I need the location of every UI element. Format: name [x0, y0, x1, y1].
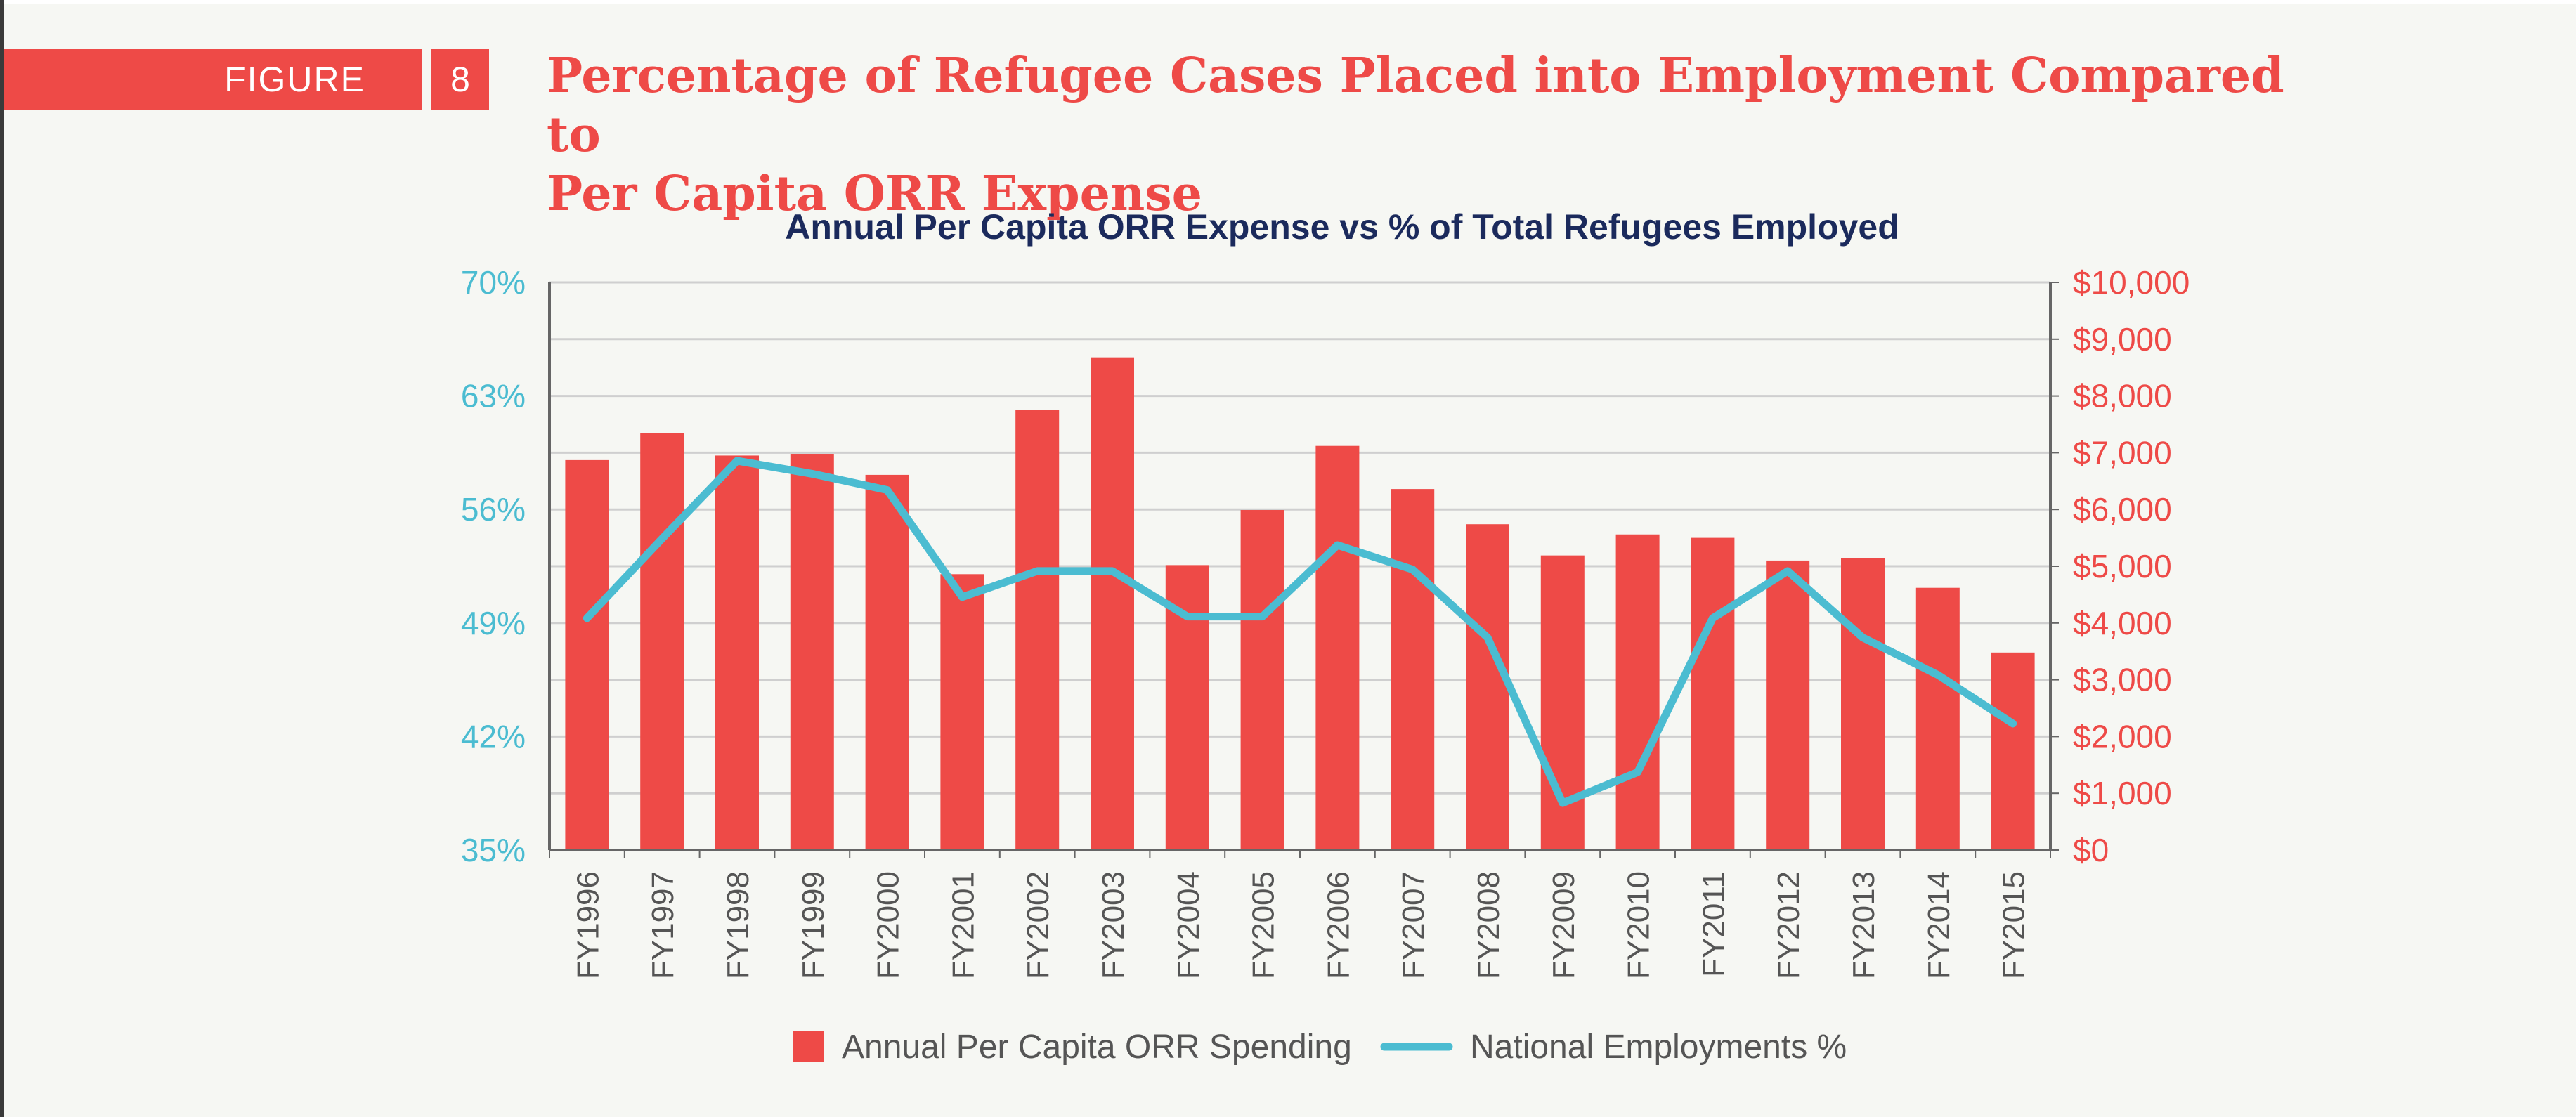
left-axis-tick-label: 70% — [461, 264, 526, 301]
left-axis-tick-label: 42% — [461, 718, 526, 755]
bar — [790, 454, 834, 850]
figure-title-line-1: Percentage of Refugee Cases Placed into … — [547, 48, 2284, 163]
left-axis-tick-label: 49% — [461, 605, 526, 641]
bar — [1691, 537, 1735, 850]
category-label: FY2005 — [1247, 871, 1281, 979]
legend-bar-swatch — [793, 1031, 824, 1062]
category-label: FY2004 — [1171, 871, 1206, 979]
employment-point — [1185, 615, 1189, 618]
employment-point — [1936, 673, 1939, 677]
category-label: FY1997 — [646, 871, 680, 979]
employment-point — [1336, 543, 1339, 547]
bar — [1915, 587, 1960, 850]
left-axis-tick-label: 35% — [461, 832, 526, 868]
employment-point — [1561, 802, 1564, 805]
category-label: FY1998 — [721, 871, 755, 979]
category-label: FY2007 — [1396, 871, 1431, 979]
bar — [1991, 652, 2035, 850]
figure-title-line-2: Per Capita ORR Expense — [547, 166, 1202, 222]
category-label: FY1996 — [571, 871, 605, 979]
category-label: FY2009 — [1547, 871, 1581, 979]
category-label: FY2006 — [1321, 871, 1355, 979]
category-label: FY2003 — [1096, 871, 1131, 979]
bar — [1391, 489, 1435, 850]
employment-point — [1711, 616, 1715, 620]
right-axis-tick-label: $2,000 — [2073, 718, 2172, 755]
category-label: FY1999 — [796, 871, 831, 979]
right-axis-tick-label: $0 — [2073, 832, 2109, 868]
employment-point — [1261, 615, 1264, 618]
right-axis-tick-label: $6,000 — [2073, 491, 2172, 528]
chart-title: Annual Per Capita ORR Expense vs % of To… — [785, 207, 1899, 247]
bar — [565, 459, 609, 850]
right-axis-tick-label: $5,000 — [2073, 548, 2172, 584]
figure-label: FIGURE — [4, 49, 422, 110]
left-edge — [0, 0, 4, 1117]
category-label: FY2000 — [871, 871, 906, 979]
left-axis-tick-label: 56% — [461, 491, 526, 528]
bar — [1841, 558, 1885, 850]
category-label: FY2011 — [1696, 871, 1731, 977]
category-label: FY2013 — [1847, 871, 1881, 979]
employment-point — [1111, 569, 1114, 573]
employment-point — [1861, 636, 1864, 639]
right-axis-tick-label: $1,000 — [2073, 775, 2172, 811]
figure-title: Percentage of Refugee Cases Placed into … — [547, 46, 2303, 223]
right-axis-tick-label: $10,000 — [2073, 264, 2190, 301]
employment-point — [1036, 569, 1039, 573]
employment-point — [1786, 569, 1790, 573]
employment-point — [2011, 721, 2015, 725]
employment-point — [585, 616, 589, 620]
right-axis-tick-label: $9,000 — [2073, 321, 2172, 358]
employment-point — [1636, 771, 1639, 774]
legend-line-label: National Employments % — [1470, 1028, 1847, 1066]
employment-point — [661, 537, 664, 540]
bar — [1466, 524, 1509, 850]
category-label: FY2001 — [946, 871, 980, 979]
figure-number: 8 — [431, 49, 489, 110]
right-axis-tick-label: $8,000 — [2073, 378, 2172, 414]
bar — [1766, 560, 1810, 850]
category-label: FY2002 — [1021, 871, 1055, 979]
bar — [1615, 534, 1660, 850]
employment-point — [885, 488, 889, 492]
bar — [1315, 445, 1360, 850]
category-label: FY2014 — [1922, 871, 1956, 979]
right-axis-tick-label: $7,000 — [2073, 434, 2172, 471]
employment-point — [810, 472, 814, 476]
employment-point — [736, 459, 739, 462]
bar — [715, 455, 759, 850]
bar — [940, 574, 984, 850]
bar — [865, 474, 909, 850]
bar — [1240, 510, 1284, 850]
category-label: FY2010 — [1622, 871, 1656, 979]
category-label: FY2012 — [1771, 871, 1806, 979]
left-axis-tick-label: 63% — [461, 378, 526, 414]
employment-point — [961, 595, 964, 599]
employment-line — [583, 457, 2017, 807]
right-axis-tick-label: $3,000 — [2073, 662, 2172, 698]
right-axis-tick-label: $4,000 — [2073, 605, 2172, 641]
employment-point — [1486, 636, 1489, 639]
category-label: FY2015 — [1997, 871, 2031, 979]
employment-point — [1411, 568, 1414, 571]
top-edge — [0, 0, 2576, 4]
legend-bar-label: Annual Per Capita ORR Spending — [842, 1028, 1352, 1066]
bar — [1091, 357, 1134, 850]
category-label: FY2008 — [1471, 871, 1506, 979]
bar — [640, 433, 684, 850]
bar — [1015, 410, 1060, 850]
